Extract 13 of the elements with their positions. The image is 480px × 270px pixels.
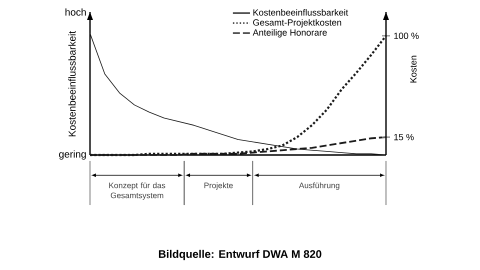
- text: gering: [59, 150, 86, 160]
- legend-label: Kostenbeeinflussbarkeit: [253, 9, 348, 16]
- y-axis-title: Kosten: [410, 56, 417, 82]
- legend-label: Gesamt-Projektkosten: [253, 19, 342, 28]
- text: hoch: [65, 8, 86, 16]
- y-tick-label: 100 %: [394, 32, 419, 40]
- y-tick-label: 15 %: [394, 134, 414, 140]
- text: Kostenbeeinflussbarkeit: [68, 30, 76, 136]
- text: Ausführung: [298, 182, 340, 190]
- text: Bildquelle: Entwurf DWA M 820: [158, 250, 322, 260]
- text: Projekte: [204, 182, 233, 190]
- legend-label: Anteilige Honorare: [252, 29, 327, 38]
- text: Konzept für das Gesamtsystem: [109, 182, 166, 200]
